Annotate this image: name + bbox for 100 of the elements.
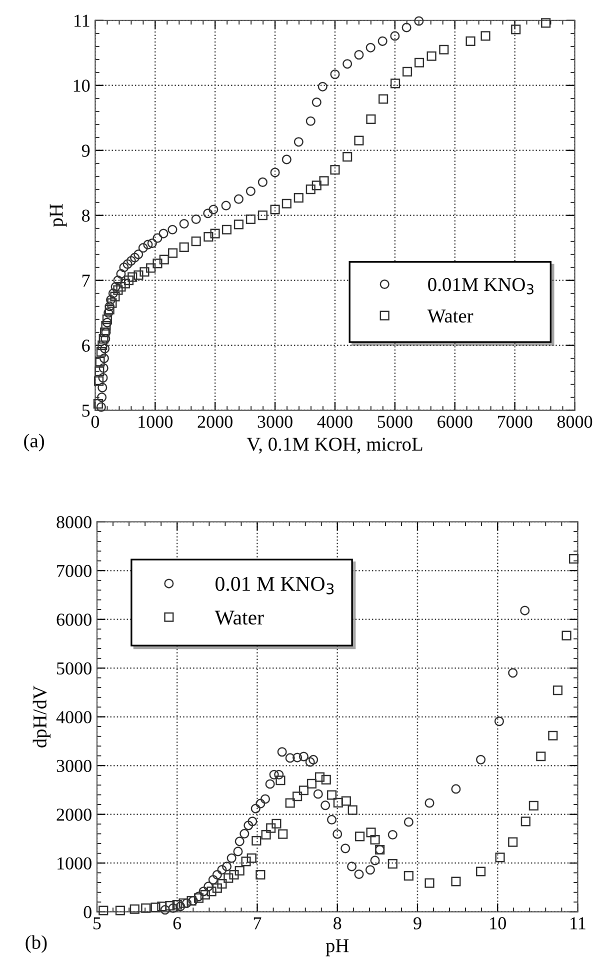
point — [234, 836, 244, 846]
point — [116, 269, 126, 279]
point — [124, 276, 134, 286]
point — [365, 865, 376, 875]
point — [157, 902, 167, 912]
point — [229, 870, 239, 880]
point — [233, 846, 243, 856]
point — [248, 816, 258, 826]
point — [217, 864, 227, 875]
point — [122, 259, 132, 269]
y-tick-label: 6 — [82, 340, 90, 352]
point — [390, 78, 400, 88]
point — [330, 70, 340, 80]
point — [224, 873, 234, 883]
point — [292, 792, 302, 802]
point — [152, 233, 162, 243]
point — [319, 176, 329, 186]
point — [370, 834, 380, 845]
y-tick-label: 11 — [74, 14, 90, 27]
x-tick-label: 11 — [570, 917, 586, 930]
point — [320, 800, 330, 810]
point — [366, 42, 376, 52]
point — [402, 22, 412, 32]
text: (a) — [24, 434, 44, 452]
point — [104, 304, 114, 314]
x-tick-label: 8000 — [557, 416, 592, 428]
point — [313, 789, 323, 799]
point — [476, 866, 486, 876]
point — [138, 243, 148, 253]
point — [277, 747, 287, 757]
y-tick-label: 2000 — [56, 808, 92, 821]
point — [541, 18, 551, 28]
point — [234, 220, 244, 230]
point — [390, 31, 400, 41]
point — [342, 59, 352, 69]
point — [340, 844, 350, 854]
y-tick-label: 6000 — [56, 614, 92, 626]
point — [141, 903, 151, 913]
point — [274, 770, 284, 780]
point — [528, 800, 538, 810]
point — [402, 66, 412, 77]
point — [94, 376, 104, 386]
point — [366, 114, 376, 124]
point — [292, 752, 302, 762]
x-tick-label: 7000 — [498, 416, 532, 428]
point — [282, 154, 292, 164]
point — [261, 830, 271, 840]
point — [494, 716, 504, 726]
point — [536, 752, 546, 762]
y-tick-label: 4000 — [56, 711, 92, 724]
point — [98, 906, 108, 916]
point — [168, 248, 178, 258]
point — [378, 36, 388, 46]
point — [306, 184, 316, 194]
point — [342, 152, 352, 162]
point — [226, 853, 236, 863]
point — [306, 116, 316, 126]
point — [568, 554, 579, 564]
y-tick-label: 5 — [82, 404, 90, 417]
point — [508, 668, 518, 678]
point — [113, 285, 123, 295]
point — [370, 856, 380, 866]
point — [152, 258, 162, 268]
point — [204, 232, 214, 242]
point — [285, 798, 295, 808]
point — [160, 905, 170, 915]
point — [355, 832, 365, 842]
point — [480, 31, 490, 41]
point — [294, 137, 304, 147]
point — [285, 753, 295, 763]
point — [548, 730, 558, 740]
point — [158, 228, 168, 238]
point — [94, 366, 104, 376]
point — [241, 856, 251, 866]
point — [276, 776, 286, 786]
x-tick-label: 5 — [94, 917, 101, 930]
point — [508, 837, 518, 847]
point — [146, 263, 156, 273]
point — [495, 852, 505, 862]
point — [191, 236, 201, 246]
point — [98, 340, 108, 350]
point — [246, 853, 256, 863]
point — [272, 818, 282, 829]
y-tick-label: 7 — [82, 274, 90, 287]
point — [520, 816, 530, 826]
point — [95, 356, 105, 366]
point — [159, 254, 169, 264]
x-tick-label: 0 — [91, 416, 100, 428]
x-tick-label: 1000 — [138, 416, 173, 428]
point — [147, 238, 157, 248]
point — [312, 180, 322, 190]
point — [179, 242, 189, 252]
point — [203, 208, 213, 218]
point — [102, 314, 112, 324]
y-tick-label: 8000 — [56, 516, 92, 528]
point — [298, 752, 309, 762]
x-tick-label: 6000 — [438, 416, 472, 428]
point — [179, 218, 189, 229]
point — [217, 878, 227, 889]
point — [98, 373, 108, 383]
